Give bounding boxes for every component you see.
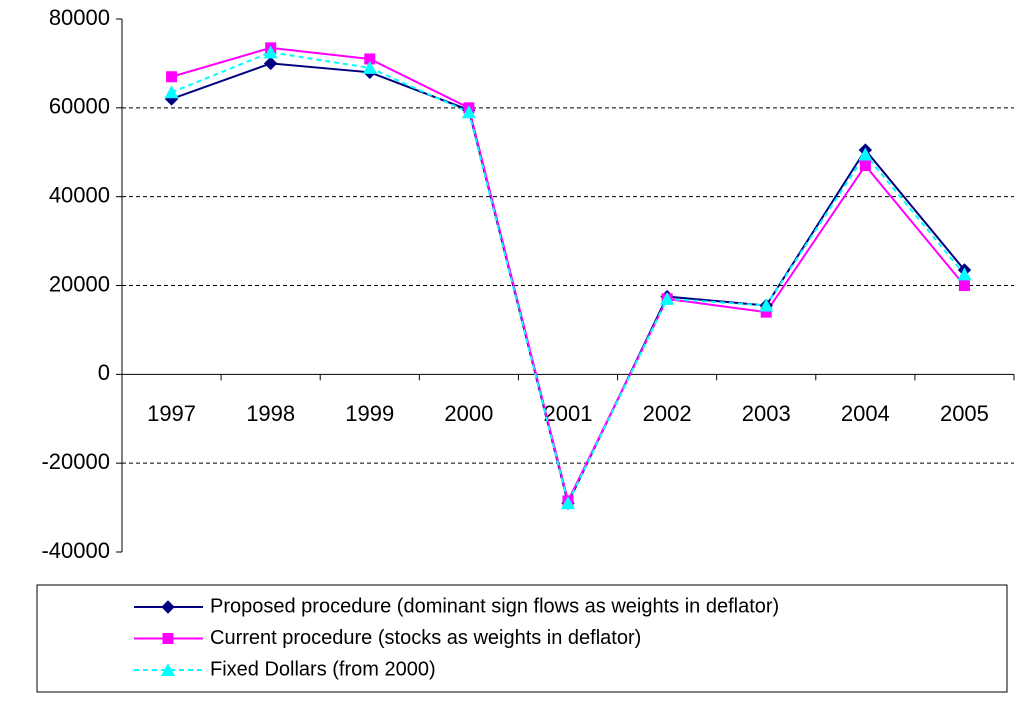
marker (461, 105, 476, 119)
y-tick-label: 60000 (49, 94, 110, 119)
marker (958, 280, 970, 291)
y-tick-label: -40000 (41, 538, 110, 563)
series-line (171, 62, 966, 507)
marker (561, 496, 575, 510)
marker (759, 298, 774, 312)
marker (760, 306, 772, 318)
x-tick-label: 2005 (940, 401, 989, 426)
x-tick-label: 2004 (841, 401, 890, 426)
x-tick-label: 1998 (246, 401, 295, 426)
legend-label: Proposed procedure (dominant sign flows … (210, 595, 779, 617)
y-tick-label: 40000 (49, 182, 110, 207)
marker (166, 71, 178, 83)
legend-label: Current procedure (stocks as weights in … (210, 627, 641, 649)
marker (660, 291, 675, 305)
y-tick-label: 80000 (49, 5, 110, 30)
marker (957, 267, 972, 281)
marker (362, 60, 377, 74)
marker (263, 56, 278, 71)
marker (364, 53, 376, 65)
x-tick-label: 1997 (147, 401, 196, 426)
series-line (171, 51, 966, 507)
x-tick-label: 1999 (345, 401, 394, 426)
marker (858, 147, 873, 161)
marker (164, 85, 179, 99)
marker (161, 663, 175, 676)
x-tick-label: 2003 (742, 401, 791, 426)
y-tick-label: 20000 (49, 271, 110, 296)
series-line (171, 46, 966, 504)
marker (162, 633, 174, 644)
marker (263, 45, 278, 59)
x-tick-label: 2001 (544, 401, 593, 426)
marker (161, 600, 175, 614)
y-tick-label: 0 (98, 360, 110, 385)
x-tick-label: 2000 (444, 401, 493, 426)
legend-label: Fixed Dollars (from 2000) (210, 658, 436, 680)
y-tick-label: -20000 (41, 449, 110, 474)
x-tick-label: 2002 (643, 401, 692, 426)
marker (859, 160, 871, 172)
